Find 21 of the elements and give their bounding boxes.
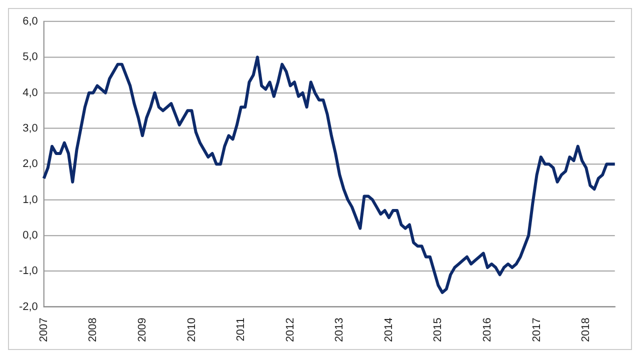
x-tick-label: 2013 bbox=[334, 318, 346, 342]
x-tick-label: 2015 bbox=[432, 318, 444, 342]
y-tick-label: 2,0 bbox=[22, 158, 38, 170]
x-tick-label: 2018 bbox=[580, 318, 592, 342]
x-tick-label: 2010 bbox=[186, 318, 198, 342]
x-tick-label: 2011 bbox=[235, 318, 248, 342]
y-tick-label: 3,0 bbox=[22, 122, 38, 135]
y-tick-label: 5,0 bbox=[22, 51, 38, 64]
y-tick-label: -1,0 bbox=[18, 265, 38, 278]
x-tick-label: 2012 bbox=[284, 318, 296, 342]
y-tick-label: 4,0 bbox=[22, 86, 38, 99]
y-tick-label: 0,0 bbox=[22, 229, 38, 242]
x-tick-label: 2017 bbox=[530, 318, 543, 342]
x-tick-label: 2016 bbox=[482, 318, 494, 342]
y-tick-label: -2,0 bbox=[18, 300, 38, 313]
x-tick-label: 2007 bbox=[38, 318, 50, 342]
x-tick-label: 2009 bbox=[136, 318, 148, 342]
y-tick-label: 6,0 bbox=[22, 16, 38, 28]
y-tick-label: 1,0 bbox=[22, 194, 38, 206]
x-tick-label: 2014 bbox=[382, 318, 395, 342]
x-tick-label: 2008 bbox=[87, 318, 100, 342]
